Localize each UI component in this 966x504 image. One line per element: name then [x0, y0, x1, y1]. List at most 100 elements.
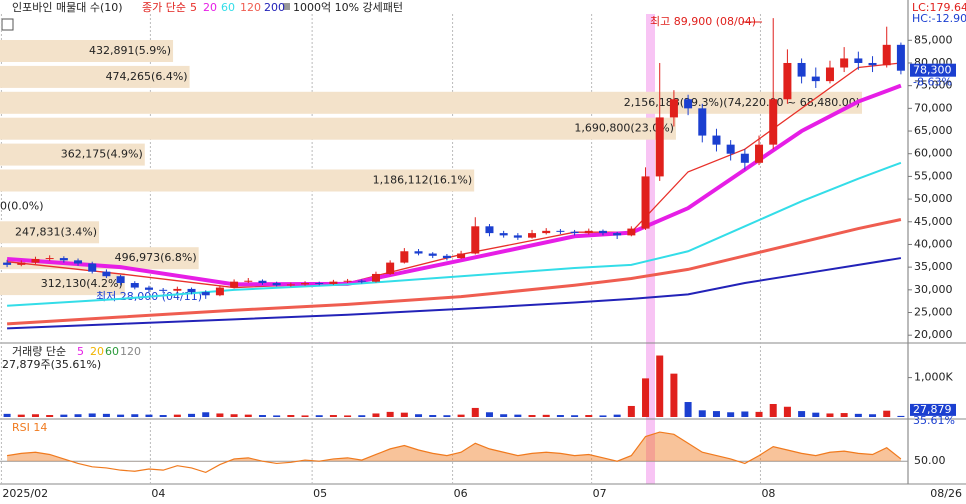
legend-entry: 120	[240, 1, 261, 14]
last-price-label: 78,300	[913, 64, 952, 77]
last-price-change: -8.63%	[913, 76, 952, 89]
profile-bar	[0, 117, 676, 140]
candle-body	[329, 281, 338, 284]
rsi-line	[7, 431, 902, 474]
candle-body	[896, 44, 905, 71]
volume-bar	[287, 415, 295, 417]
last-volume-label: 27,879	[913, 403, 952, 416]
candle-body	[31, 258, 40, 263]
volume-bar	[755, 411, 763, 417]
profile-bar	[0, 91, 862, 114]
volume-bar	[599, 415, 607, 417]
moving-average	[7, 218, 902, 326]
candle-body	[499, 233, 508, 236]
candle-body	[556, 230, 565, 232]
candle-body	[811, 76, 820, 82]
candle-body	[144, 287, 153, 290]
candle-body	[159, 289, 168, 291]
candle-body	[400, 251, 409, 263]
x-tick-label: 07	[593, 487, 607, 500]
volume-bar	[258, 415, 266, 417]
x-tick-label: 05	[313, 487, 327, 500]
y-tick-label: 40,000	[914, 237, 953, 250]
candle-body	[3, 262, 12, 265]
candle-body	[428, 253, 437, 256]
volume-bar	[897, 415, 905, 417]
volume-bar	[556, 415, 564, 417]
candle-body	[726, 144, 735, 154]
y-tick-label: 70,000	[914, 101, 953, 114]
candle-body	[315, 283, 324, 285]
volume-bar	[585, 415, 593, 417]
y-tick-label: 55,000	[914, 169, 953, 182]
candle-body	[755, 144, 764, 163]
candle-body	[272, 283, 281, 286]
candle-body	[769, 99, 778, 145]
candle-body	[882, 44, 891, 66]
candle-body	[655, 117, 664, 177]
last-date: 08/26	[930, 487, 962, 500]
profile-label: 474,265(6.4%)	[106, 70, 188, 83]
volume-bar	[656, 355, 664, 417]
candle-body	[684, 99, 693, 109]
candle-body	[457, 253, 466, 259]
y-tick-label: 75,000	[914, 79, 953, 92]
volume-bar	[31, 414, 39, 417]
volume-bar	[244, 414, 252, 417]
volume-bar	[812, 412, 820, 417]
y-tick-label: 45,000	[914, 215, 953, 228]
volume-bar	[131, 414, 139, 417]
candle-body	[17, 262, 26, 265]
profile-label: 312,130(4.2%)	[41, 277, 123, 290]
profile-label: 432,891(5.9%)	[89, 44, 171, 57]
volume-bar	[840, 413, 848, 417]
high-label: 최고 89,900 (08/04)	[650, 15, 756, 28]
y-tick-label: 25,000	[914, 306, 953, 319]
y-tick-label: 85,000	[914, 33, 953, 46]
candle-body	[868, 62, 877, 66]
volume-title: 거래량 단순	[12, 345, 66, 358]
candle-body	[542, 230, 551, 234]
candle-body	[641, 176, 650, 229]
volume-bar	[145, 414, 153, 417]
volume-bar	[670, 373, 678, 417]
profile-label: 496,973(6.8%)	[115, 251, 197, 264]
volume-bar	[315, 415, 323, 417]
x-tick-label: 08	[761, 487, 775, 500]
volume-bar	[202, 412, 210, 417]
volume-bar	[372, 413, 380, 417]
profile-label: 362,175(4.9%)	[61, 148, 143, 161]
candle-body	[840, 58, 849, 68]
last-volume-change: 35.61%	[913, 414, 955, 427]
volume-bar	[301, 415, 309, 417]
volume-bar	[741, 411, 749, 417]
candle-body	[854, 58, 863, 63]
volume-bar	[88, 413, 96, 417]
candle-body	[357, 280, 366, 282]
profile-bar	[0, 65, 190, 88]
x-tick-label: 06	[454, 487, 468, 500]
volume-bar	[698, 410, 706, 417]
volume-bar	[883, 410, 891, 417]
volume-bar	[74, 414, 82, 417]
candle-body	[528, 233, 537, 238]
highlight-band	[646, 14, 655, 484]
candle-body	[627, 228, 636, 236]
candle-body	[471, 226, 480, 254]
candle-body	[173, 288, 182, 291]
candle-body	[258, 280, 267, 284]
candle-body	[102, 271, 111, 277]
legend-entry: 60	[221, 1, 235, 14]
volume-bar	[769, 403, 777, 417]
candle-body	[698, 108, 707, 136]
back-layer: 432,891(5.9%) 474,265(6.4%) 2,156,188(29.3…	[0, 14, 862, 484]
profile-label: 247,831(3.4%)	[15, 225, 97, 238]
volume-bar	[173, 414, 181, 417]
pattern-label: 1000억 10% 강세패턴	[293, 1, 403, 14]
volume-bar	[798, 411, 806, 417]
y-tick-label: 20,000	[914, 328, 953, 341]
volume-legend-entry: 60	[105, 345, 119, 358]
volume-bar	[386, 411, 394, 417]
volume-bar	[854, 413, 862, 417]
